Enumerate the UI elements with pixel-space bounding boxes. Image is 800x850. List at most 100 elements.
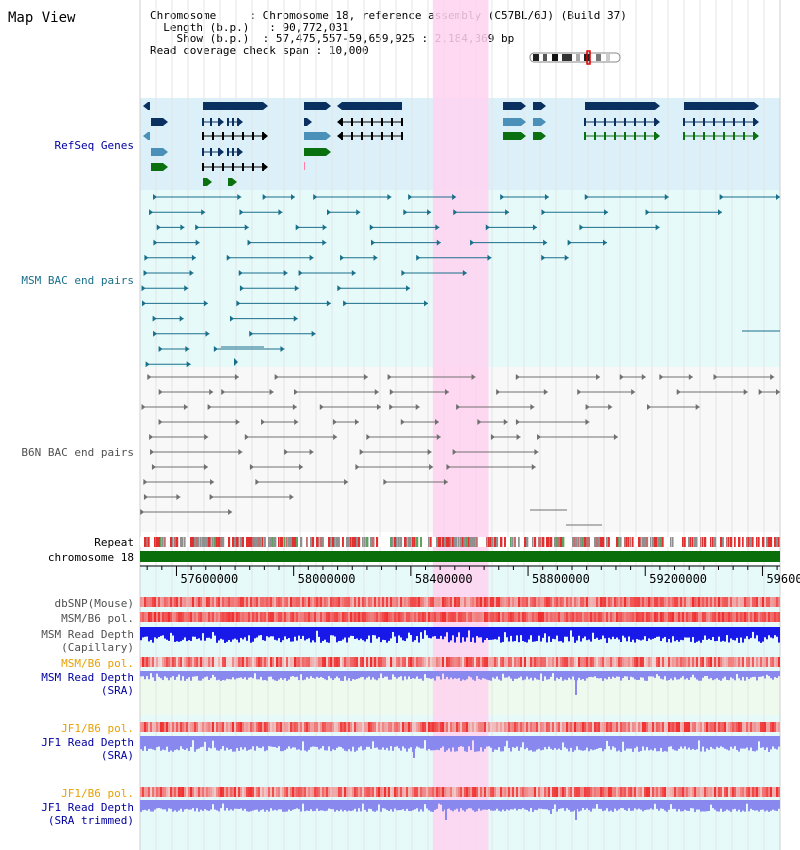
bac-end-pair[interactable] [147,374,239,380]
bac-end-pair[interactable] [151,464,208,470]
bac-end-pair[interactable] [226,254,314,261]
bac-end-pair[interactable] [416,254,492,261]
bac-end-pair[interactable] [209,494,294,500]
bac-end-pair[interactable] [142,300,208,307]
read-depth-chart[interactable] [140,671,780,695]
refseq-gene[interactable] [304,132,331,140]
refseq-gene[interactable] [202,132,268,140]
bac-end-pair[interactable] [156,224,185,231]
bac-end-pair[interactable] [389,404,420,410]
polymorphism-tracks[interactable] [140,597,780,797]
bac-end-pair[interactable] [401,270,467,276]
bac-end-pair[interactable] [158,389,214,395]
bac-end-pair[interactable] [485,224,537,231]
bac-end-pair[interactable] [541,209,609,216]
bac-end-pair[interactable] [213,346,285,352]
refseq-gene[interactable] [503,132,526,140]
bac-end-pair[interactable] [366,434,441,440]
bac-end-pair[interactable] [158,346,190,352]
refseq-gene[interactable] [337,102,402,110]
refseq-gene[interactable] [202,163,268,171]
bac-end-pair[interactable] [408,194,457,200]
bac-end-pair[interactable] [236,300,331,307]
bac-end-pair[interactable] [153,330,210,337]
pol-strip[interactable] [140,597,780,607]
bac-end-pair[interactable] [149,434,209,440]
bac-end-pair[interactable] [145,361,191,368]
bac-end-pair[interactable] [143,479,215,485]
bac-end-pair[interactable] [284,449,314,455]
label-refseq-genes[interactable]: RefSeq Genes [54,139,134,152]
bac-end-pair[interactable] [577,389,636,395]
bac-end-pair[interactable] [403,209,432,216]
bac-end-pair[interactable] [274,374,368,380]
bac-end-pair[interactable] [295,224,327,231]
refseq-gene[interactable] [228,178,237,186]
refseq-gene[interactable] [227,118,243,126]
bac-end-pair[interactable] [261,419,299,425]
highlight-region[interactable] [432,0,489,850]
bac-end-pair[interactable] [319,404,381,410]
bac-end-pair[interactable] [719,194,780,200]
bac-end-pair[interactable] [758,389,780,395]
bac-end-pair[interactable] [239,285,299,292]
refseq-gene[interactable] [337,132,403,140]
refseq-gene[interactable] [151,148,168,156]
bac-end-pair[interactable] [567,239,608,246]
refseq-gene[interactable] [683,132,759,140]
bac-end-pair[interactable] [452,449,539,455]
pol-strip[interactable] [140,787,780,797]
bac-end-pair[interactable] [343,300,429,307]
read-depth-tracks[interactable] [140,627,780,820]
refseq-gene[interactable] [533,118,546,126]
bac-end-pair[interactable] [244,434,338,440]
refseq-gene[interactable] [227,148,243,156]
bac-end-pair[interactable] [332,419,359,425]
bac-end-pair[interactable] [400,419,440,425]
refseq-gene[interactable] [203,102,268,110]
bac-end-pair[interactable] [477,419,508,425]
bac-end-pair[interactable] [141,404,188,410]
bac-end-pair[interactable] [456,404,535,410]
bac-end-pair[interactable] [355,464,434,470]
bac-end-pair[interactable] [152,194,242,200]
refseq-gene[interactable] [203,178,212,186]
bac-end-pair[interactable] [249,330,316,337]
bac-end-pair[interactable] [143,270,194,276]
bac-end-pair[interactable] [153,239,200,246]
bac-end-pair[interactable] [298,270,356,276]
bac-end-pair[interactable] [247,239,327,246]
bac-end-pair[interactable] [515,374,601,380]
bac-end-pair[interactable] [470,239,548,246]
refseq-gene[interactable] [143,132,150,140]
bac-end-pair[interactable] [490,434,521,440]
bac-end-pair[interactable] [359,449,432,455]
bac-end-pair[interactable] [645,209,722,216]
refseq-gene[interactable] [151,118,168,126]
bac-end-pair[interactable] [152,315,184,322]
refseq-gene[interactable] [503,102,526,110]
bac-end-pair[interactable] [221,389,274,395]
refseq-gene[interactable] [533,132,546,140]
bac-end-pair[interactable] [537,434,618,440]
bac-end-pair[interactable] [238,270,288,276]
bac-end-pair[interactable] [584,194,669,200]
refseq-gene[interactable] [584,132,660,140]
bac-end-pair[interactable] [140,509,233,515]
bac-end-pair[interactable] [262,194,295,200]
refseq-gene[interactable] [304,148,331,156]
refseq-gene[interactable] [337,118,403,126]
bac-end-pair[interactable] [387,374,476,380]
bac-end-pair[interactable] [541,254,569,261]
bac-end-pair[interactable] [150,449,243,455]
bac-end-pair[interactable] [141,285,189,292]
refseq-gene[interactable] [585,102,660,110]
refseq-gene[interactable] [143,102,150,110]
read-depth-chart[interactable] [140,800,780,820]
refseq-gene[interactable] [584,118,660,126]
bac-end-pair[interactable] [249,464,303,470]
bac-end-pair[interactable] [496,389,548,395]
refseq-gene[interactable] [683,118,759,126]
bac-end-pair[interactable] [327,209,361,216]
bac-end-pair[interactable] [294,389,379,395]
